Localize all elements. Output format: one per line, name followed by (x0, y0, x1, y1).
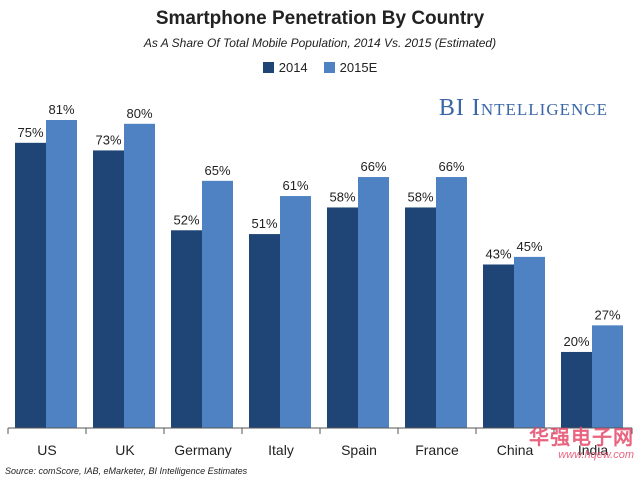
data-label: 66% (360, 159, 386, 174)
x-tick-label: France (415, 442, 459, 458)
bar-spain-2014 (327, 207, 358, 428)
bar-france-2014 (405, 207, 436, 428)
bar-china-2014 (483, 264, 514, 428)
x-tick-label: Germany (174, 442, 232, 458)
legend-item-2015e: 2015E (323, 60, 378, 75)
data-label: 45% (516, 239, 542, 254)
data-label: 81% (48, 102, 74, 117)
x-tick-label: US (37, 442, 56, 458)
bar-italy-2015e (280, 196, 311, 428)
legend: 2014 2015E (0, 60, 640, 75)
data-label: 80% (126, 106, 152, 121)
data-label: 43% (485, 246, 511, 261)
x-tick-label: India (578, 442, 609, 458)
legend-swatch-2014 (262, 62, 274, 73)
data-label: 51% (251, 216, 277, 231)
x-tick-label: UK (115, 442, 135, 458)
watermark-text: 华强电子网 (529, 427, 634, 449)
bar-uk-2014 (93, 150, 124, 429)
bar-china-2015e (514, 256, 545, 428)
legend-swatch-2015e (323, 62, 335, 73)
watermark-url: www.hqew.com (558, 449, 634, 461)
bar-us-2015e (46, 120, 77, 428)
legend-label-2015e: 2015E (339, 60, 378, 75)
data-label: 58% (329, 189, 355, 204)
data-label: 27% (594, 307, 620, 322)
bar-spain-2015e (358, 177, 389, 428)
bar-us-2014 (15, 142, 46, 428)
legend-item-2014: 2014 (262, 60, 308, 75)
chart-title: Smartphone Penetration By Country (155, 8, 485, 29)
bar-india-2014 (561, 351, 592, 428)
data-label: 58% (407, 189, 433, 204)
x-tick-label: Spain (341, 442, 377, 458)
bar-germany-2015e (202, 180, 233, 428)
data-label: 75% (17, 125, 43, 140)
chart-subtitle: As A Share Of Total Mobile Population, 2… (143, 36, 497, 50)
brand-logo: BI Intelligence (438, 95, 608, 121)
source-note: Source: comScore, IAB, eMarketer, BI Int… (5, 466, 248, 476)
data-label: 66% (438, 159, 464, 174)
x-tick-label: Italy (268, 442, 294, 458)
legend-label-2014: 2014 (278, 60, 308, 75)
x-tick-label: China (497, 442, 534, 458)
data-label: 52% (173, 212, 199, 227)
bar-uk-2015e (124, 123, 155, 429)
data-label: 61% (282, 178, 308, 193)
bar-italy-2014 (249, 234, 280, 428)
data-label: 73% (95, 132, 121, 147)
bar-germany-2014 (171, 230, 202, 428)
bar-india-2015e (592, 325, 623, 428)
data-label: 20% (563, 334, 589, 349)
watermark: 华强电子网 www.hqew.com (529, 428, 634, 461)
data-label: 65% (204, 163, 230, 178)
bar-france-2015e (436, 177, 467, 428)
